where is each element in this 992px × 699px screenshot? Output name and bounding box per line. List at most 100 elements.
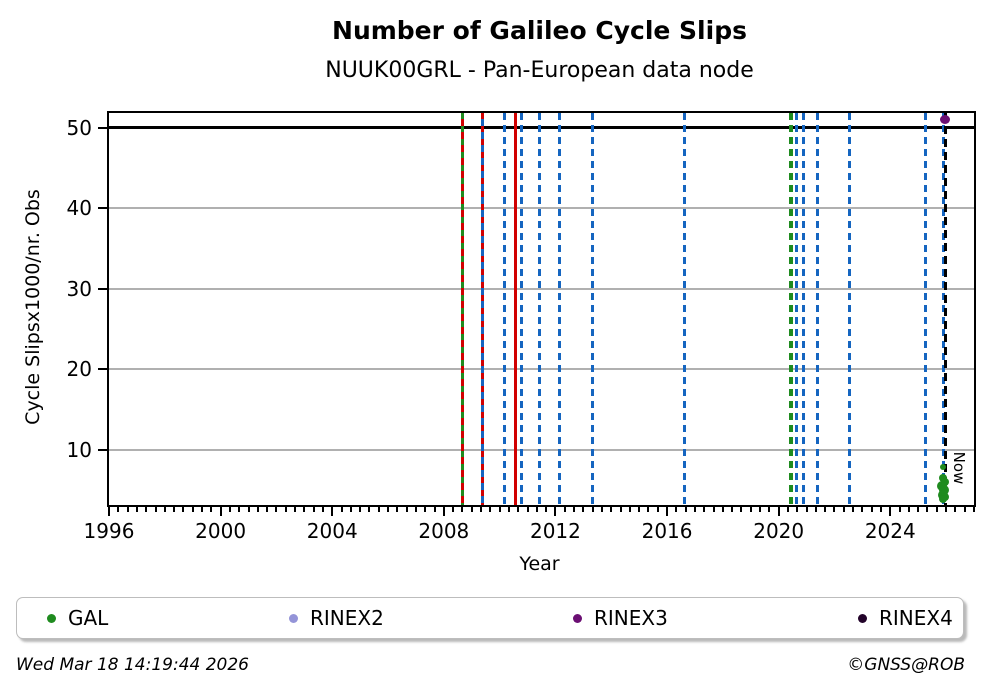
x-tick-minor xyxy=(563,507,566,512)
vline-event xyxy=(514,113,518,505)
gal-point xyxy=(940,464,947,471)
x-tick-minor xyxy=(526,507,529,512)
now-annotation: Now xyxy=(950,451,968,485)
x-tick-minor xyxy=(368,507,371,512)
x-tick-minor xyxy=(600,507,603,512)
plot-area: 10 20 30 40 50 1996 2000 2004 2008 2012 2016 2020 20… xyxy=(67,111,976,543)
x-tick-label: 2016 xyxy=(641,519,693,543)
x-tick-minor xyxy=(173,507,176,512)
timestamp-text: Wed Mar 18 14:19:44 2026 xyxy=(16,655,249,675)
y-gridline xyxy=(109,368,974,371)
x-tick-minor xyxy=(359,507,362,512)
y-gridline xyxy=(109,207,974,210)
x-tick-minor xyxy=(349,507,352,512)
x-tick-minor xyxy=(870,507,873,512)
x-tick-major xyxy=(666,507,669,516)
x-tick-minor xyxy=(684,507,687,512)
x-tick-label: 2024 xyxy=(864,519,916,543)
x-tick-minor xyxy=(145,507,148,512)
x-tick-minor xyxy=(749,507,752,512)
vline-event xyxy=(848,113,852,505)
x-tick-minor xyxy=(201,507,203,512)
x-tick-minor xyxy=(647,507,650,512)
x-tick-minor xyxy=(414,507,417,512)
y-tick-label: 50 xyxy=(66,115,92,140)
x-tick-major xyxy=(108,507,110,516)
x-tick-minor xyxy=(638,507,641,512)
rinex3-legend-dot-icon xyxy=(573,613,582,623)
x-tick-minor xyxy=(591,507,594,512)
x-tick-minor xyxy=(907,507,910,512)
legend-item-rinex3: RINEX3 xyxy=(573,598,668,638)
x-tick-major xyxy=(777,507,780,516)
x-tick-minor xyxy=(610,507,613,512)
x-tick-label: 2012 xyxy=(529,519,581,543)
gal-point xyxy=(939,495,948,504)
rinex3-point xyxy=(940,114,951,124)
legend: GAL RINEX2 RINEX3 RINEX4 xyxy=(16,597,964,639)
vline-event xyxy=(924,113,928,505)
x-tick-minor xyxy=(210,507,213,512)
x-tick-minor xyxy=(861,507,864,512)
y-tick-label: 20 xyxy=(66,357,92,382)
x-tick-major xyxy=(442,507,445,516)
legend-item-rinex2: RINEX2 xyxy=(289,598,384,638)
x-tick-minor xyxy=(759,507,762,512)
x-tick-minor xyxy=(266,507,269,512)
legend-item-gal: GAL xyxy=(47,598,108,638)
x-tick-minor xyxy=(489,507,492,512)
threshold-line-50 xyxy=(109,126,974,129)
vline-event xyxy=(502,113,506,505)
x-tick-minor xyxy=(675,507,678,512)
x-tick-minor xyxy=(154,507,157,512)
x-tick-minor xyxy=(796,507,799,512)
x-tick-minor xyxy=(935,507,938,512)
x-tick-label: 2020 xyxy=(753,519,805,543)
x-tick-minor xyxy=(954,507,957,512)
x-tick-minor xyxy=(824,507,827,512)
chart-subtitle: NUUK00GRL - Pan-European data node xyxy=(325,58,754,83)
x-tick-minor xyxy=(814,507,817,512)
legend-item-rinex4: RINEX4 xyxy=(858,598,953,638)
vline-event xyxy=(682,113,686,505)
x-tick-minor xyxy=(619,507,622,512)
x-tick-minor xyxy=(731,507,734,512)
x-tick-minor xyxy=(573,507,576,512)
x-tick-minor xyxy=(228,507,231,512)
x-tick-minor xyxy=(405,507,408,512)
vline-event xyxy=(789,113,794,505)
x-tick-major xyxy=(219,507,222,516)
y-tick-label: 10 xyxy=(66,438,92,463)
x-tick-minor xyxy=(805,507,808,512)
x-tick-minor xyxy=(517,507,520,512)
y-tick-label: 40 xyxy=(66,196,92,221)
vline-event xyxy=(795,113,799,505)
x-tick-minor xyxy=(387,507,390,512)
x-tick-minor xyxy=(693,507,696,512)
x-tick-minor xyxy=(163,507,166,512)
x-tick-minor xyxy=(396,507,399,512)
x-tick-minor xyxy=(424,507,427,512)
x-tick-minor xyxy=(284,507,287,512)
x-tick-minor xyxy=(535,507,538,512)
x-tick-minor xyxy=(377,507,380,512)
now-line xyxy=(943,113,947,505)
x-tick-label: 1996 xyxy=(83,519,135,543)
legend-label-rinex4: RINEX4 xyxy=(879,606,953,630)
x-tick-minor xyxy=(452,507,455,512)
x-tick-minor xyxy=(256,507,259,512)
x-tick-minor xyxy=(898,507,901,512)
y-gridline xyxy=(109,449,974,452)
x-tick-label: 2004 xyxy=(306,519,358,543)
rinex4-legend-dot-icon xyxy=(858,613,867,623)
x-tick-minor xyxy=(712,507,715,512)
x-tick-major xyxy=(889,507,892,516)
vline-event xyxy=(801,113,805,505)
x-tick-minor xyxy=(126,507,129,512)
x-tick-minor xyxy=(852,507,855,512)
x-tick-minor xyxy=(470,507,473,512)
x-tick-minor xyxy=(135,507,138,512)
x-tick-minor xyxy=(294,507,297,512)
x-tick-minor xyxy=(768,507,771,512)
x-tick-minor xyxy=(433,507,436,512)
